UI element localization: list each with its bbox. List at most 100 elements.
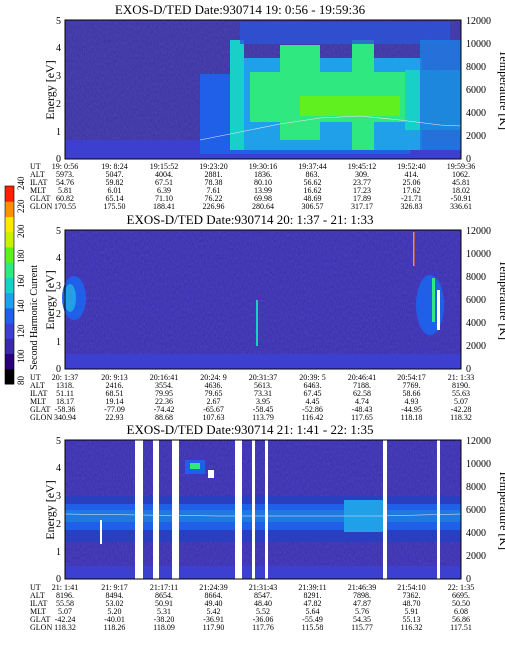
orbit-value: 19:37:44	[298, 162, 326, 171]
orbit-value: 2881.	[205, 170, 223, 179]
panel-2-ytick: 1	[56, 337, 61, 348]
orbit-value: 5.07	[454, 397, 468, 406]
orbit-value: 3.95	[256, 397, 270, 406]
orbit-value: 18.17	[56, 397, 74, 406]
orbit-value: 79.95	[155, 389, 173, 398]
panel-2-ytick: 2	[56, 309, 61, 320]
colorbar-cell	[5, 292, 14, 309]
panel-2-grain	[65, 230, 461, 369]
panel-3-ytick: 4	[56, 463, 61, 474]
orbit-value: 48.69	[304, 194, 322, 203]
panel-3-title: EXOS-D/TED Date:930714 21: 1:41 - 22: 1:…	[127, 422, 374, 437]
orbit-value: 55.13	[403, 615, 421, 624]
panel-1-title: EXOS-D/TED Date:930714 19: 0:56 - 19:59:…	[115, 2, 366, 17]
orbit-value: 20:54:17	[397, 373, 425, 382]
orbit-value: 60.82	[56, 194, 74, 203]
panel-2-orbit-labels: UT ALT ILAT MLT GLAT GLON	[30, 373, 52, 422]
panel-1-ytick: 1	[56, 127, 61, 138]
colorbar-cell	[5, 368, 14, 385]
panel-1-ytick-right: 8000	[466, 62, 486, 73]
panel-3-data-gap	[252, 440, 255, 579]
colorbar-tick: 180	[16, 249, 26, 263]
orbit-value: 5.76	[355, 607, 369, 616]
panel-2-ytick-right: 4000	[466, 318, 486, 329]
panel-3-ytick-right: 10000	[466, 459, 491, 470]
panel-3-data-gap	[172, 440, 179, 579]
orbit-value: 19: 0:56	[52, 162, 78, 171]
orbit-value: 118.32	[54, 623, 76, 632]
orbit-value: 47.87	[353, 599, 371, 608]
panel-2-ytick-right: 12000	[466, 226, 491, 237]
panel-3-ytick: 0	[56, 574, 61, 585]
orbit-value: 19: 8:24	[101, 162, 127, 171]
panel-1-ytick-right: 12000	[466, 16, 491, 27]
panel-1-high-band	[240, 22, 450, 44]
colorbar-cell	[5, 338, 14, 355]
orbit-value: -44.95	[401, 405, 422, 414]
panel-3-ytick-right: 2000	[466, 551, 486, 562]
colorbar: 80 100 120 140 160 180 200 220 240 Secon…	[4, 176, 40, 386]
orbit-row-label: GLAT	[30, 405, 51, 414]
panel-3-left-axis: 0 1 2 3 4 5 Energy [eV]	[43, 436, 61, 585]
orbit-value: 175.50	[104, 202, 126, 211]
orbit-value: 23.77	[353, 178, 371, 187]
orbit-value: 7898.	[353, 591, 371, 600]
orbit-value: 18.02	[452, 186, 470, 195]
orbit-value: 4.45	[306, 397, 320, 406]
panel-1-ylabel: Energy [eV]	[43, 60, 57, 119]
panel-1-ytick: 3	[56, 71, 61, 82]
orbit-value: 25.06	[403, 178, 421, 187]
panel-3-ylabel-right: Temperature [K]	[497, 470, 505, 550]
panel-3-data-gap	[437, 440, 440, 579]
orbit-value: 8291.	[304, 591, 322, 600]
orbit-value: 116.42	[302, 413, 324, 422]
orbit-value: 58.66	[403, 389, 421, 398]
orbit-row-label: MLT	[30, 186, 46, 195]
panel-2: EXOS-D/TED Date:930714 20: 1:37 - 21: 1:…	[30, 212, 505, 422]
orbit-row-label: UT	[30, 583, 41, 592]
orbit-value: 69.98	[254, 194, 272, 203]
orbit-value: 117.76	[252, 623, 274, 632]
orbit-value: 22.93	[106, 413, 124, 422]
orbit-value: 49.40	[205, 599, 223, 608]
orbit-value: -65.67	[203, 405, 224, 414]
colorbar-tick: 80	[16, 376, 26, 386]
panel-3-data-gap	[265, 440, 268, 579]
orbit-value: 6.39	[157, 186, 171, 195]
colorbar-cell	[5, 277, 14, 294]
orbit-value: 21: 1:33	[448, 373, 474, 382]
orbit-row-label: MLT	[30, 397, 46, 406]
colorbar-cell	[5, 216, 14, 233]
orbit-row-label: ALT	[30, 591, 45, 600]
orbit-value: -58.36	[55, 405, 76, 414]
orbit-value: 6695.	[452, 591, 470, 600]
panel-3-data-gap	[383, 440, 387, 579]
orbit-value: 53.02	[106, 599, 124, 608]
orbit-value: 19:45:12	[348, 162, 376, 171]
orbit-value: 79.65	[205, 389, 223, 398]
orbit-value: -36.91	[203, 615, 224, 624]
orbit-value: 21: 9:17	[101, 583, 127, 592]
orbit-value: 78.38	[205, 178, 223, 187]
orbit-value: 226.96	[203, 202, 225, 211]
colorbar-cell	[5, 246, 14, 263]
orbit-value: 19.14	[106, 397, 124, 406]
orbit-value: -48.43	[352, 405, 373, 414]
orbit-row-label: ILAT	[30, 178, 47, 187]
panel-2-ytick: 4	[56, 253, 61, 264]
orbit-value: 68.51	[106, 389, 124, 398]
colorbar-tick: 140	[16, 299, 26, 313]
orbit-row-label: UT	[30, 162, 41, 171]
panel-3-frame	[64, 439, 462, 580]
panel-2-ytick-right: 0	[466, 364, 471, 375]
orbit-value: 73.31	[254, 389, 272, 398]
panel-2-ytick: 0	[56, 364, 61, 375]
orbit-value: 56.86	[452, 615, 470, 624]
panel-3-data-gap	[153, 440, 159, 579]
panel-1-ytick: 5	[56, 16, 61, 27]
orbit-value: -21.71	[401, 194, 422, 203]
colorbar-tick: 120	[16, 324, 26, 338]
orbit-row-label: GLON	[30, 623, 52, 632]
orbit-value: 7.61	[207, 186, 221, 195]
orbit-value: 21:46:39	[348, 583, 376, 592]
